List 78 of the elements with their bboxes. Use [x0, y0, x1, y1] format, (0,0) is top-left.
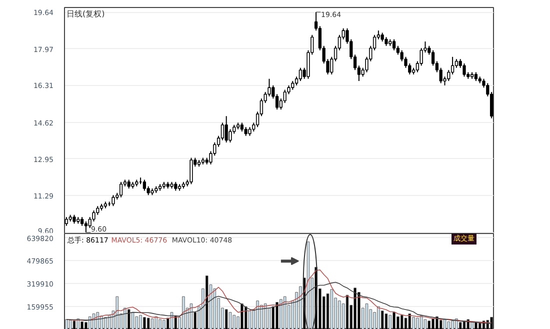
bar	[232, 314, 236, 329]
bar	[490, 316, 493, 329]
candlestick	[119, 181, 123, 198]
bar	[439, 320, 442, 329]
bar	[68, 320, 72, 329]
candlestick	[450, 56, 454, 75]
candlestick	[283, 89, 286, 104]
bar	[154, 316, 158, 329]
bar	[474, 322, 478, 329]
candlestick	[298, 67, 302, 82]
bar	[458, 322, 462, 329]
bar	[135, 316, 138, 329]
candlestick	[439, 67, 442, 84]
bar	[65, 319, 68, 329]
bar	[478, 322, 482, 329]
bar	[162, 320, 166, 329]
candlestick	[88, 216, 92, 229]
bar	[213, 288, 216, 329]
bar	[139, 314, 142, 329]
bar	[224, 309, 228, 329]
candlestick	[220, 122, 224, 141]
candlestick	[228, 128, 232, 143]
bar	[432, 318, 434, 329]
candlestick	[142, 179, 146, 192]
bar	[338, 300, 341, 329]
bar	[100, 316, 103, 329]
bar	[420, 316, 423, 329]
candlestick	[190, 157, 193, 185]
bar	[80, 321, 84, 329]
bar	[388, 314, 392, 329]
bar	[408, 313, 412, 329]
bar	[256, 300, 259, 329]
bar	[124, 308, 126, 329]
bar	[396, 316, 400, 329]
bar	[88, 316, 92, 329]
bar	[416, 318, 419, 329]
bar	[104, 317, 107, 329]
bar	[354, 288, 356, 329]
candlestick	[400, 50, 404, 62]
bar	[174, 316, 178, 329]
bar	[428, 320, 431, 329]
bar	[280, 299, 282, 329]
bar	[182, 296, 185, 329]
bar	[283, 296, 286, 329]
bar	[146, 318, 150, 329]
bar	[330, 289, 334, 329]
bar	[404, 318, 408, 329]
bar	[72, 320, 76, 329]
bar	[127, 309, 130, 329]
bar	[447, 321, 450, 329]
bar	[244, 306, 248, 329]
candlestick	[392, 38, 396, 51]
candlestick	[462, 62, 466, 78]
bar	[424, 319, 427, 329]
bar	[108, 314, 111, 329]
candlestick	[224, 116, 228, 143]
candlestick	[112, 194, 115, 207]
candlestick	[84, 220, 88, 233]
bar	[205, 276, 208, 329]
chart-title: 日线(复权)	[66, 10, 105, 18]
bar	[264, 303, 267, 329]
bar	[276, 302, 278, 329]
bar	[358, 292, 360, 329]
bar	[76, 318, 80, 329]
bar	[377, 306, 380, 329]
candlestick	[431, 50, 435, 66]
bar	[116, 296, 119, 329]
bar	[451, 320, 454, 329]
bar	[240, 303, 244, 329]
bar	[96, 312, 100, 329]
candlestick	[420, 48, 423, 66]
bar	[272, 306, 275, 329]
bar	[412, 317, 415, 329]
bar	[143, 317, 146, 329]
bar	[400, 314, 404, 329]
bar	[392, 312, 396, 329]
bar	[158, 319, 162, 329]
bar	[260, 304, 263, 329]
